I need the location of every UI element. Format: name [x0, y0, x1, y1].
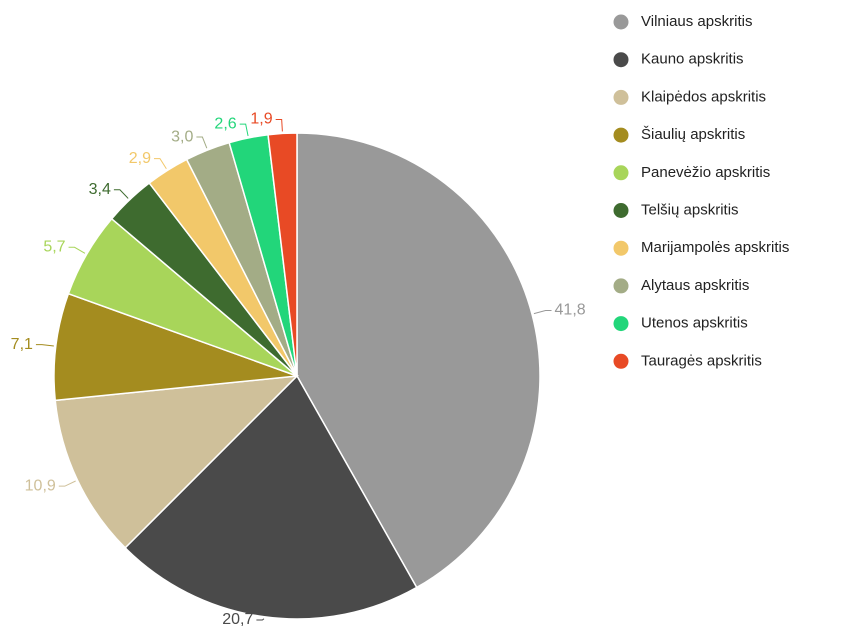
data-label: 2,9: [129, 150, 151, 167]
pie-slice: [124, 374, 418, 620]
data-label: 3,4: [89, 181, 111, 198]
data-label: 10,9: [25, 477, 56, 494]
legend-label: Alytaus apskritis: [641, 277, 749, 294]
leader-line: [113, 189, 129, 199]
legend-label: Klaipėdos apskritis: [641, 88, 766, 105]
data-label: 1,9: [250, 111, 272, 128]
legend-marker: [613, 52, 629, 68]
pie-slice: [53, 292, 298, 402]
legend-marker: [613, 353, 629, 369]
data-label: 3,0: [171, 128, 193, 145]
legend-label: Panevėžio apskritis: [641, 164, 770, 181]
legend-marker: [613, 14, 629, 30]
legend-label: Utenos apskritis: [641, 315, 748, 332]
pie-slice: [267, 132, 298, 377]
legend-label: Vilniaus apskritis: [641, 13, 752, 30]
data-label: 20,7: [222, 611, 253, 628]
legend-marker: [613, 89, 629, 105]
data-label: 2,6: [214, 115, 236, 132]
data-label: 41,8: [555, 302, 586, 319]
leader-line: [275, 118, 283, 132]
legend-marker: [613, 203, 629, 218]
pie-slice: [296, 132, 541, 589]
leader-line: [533, 310, 552, 315]
legend-marker: [613, 278, 629, 294]
pie-slice: [54, 375, 300, 549]
legend-label: Marijampolės apskritis: [641, 239, 789, 256]
legend-marker: [613, 240, 629, 256]
leader-line: [68, 246, 86, 254]
legend-label: Telšių apskritis: [641, 201, 739, 218]
leader-line: [196, 136, 208, 149]
legend-marker: [613, 316, 629, 332]
legend-marker: [613, 127, 629, 143]
leader-line: [153, 158, 167, 169]
leader-line: [35, 344, 54, 347]
data-label: 5,7: [43, 238, 65, 255]
leader-line: [239, 123, 249, 137]
legend-label: Tauragės apskritis: [641, 352, 762, 369]
leader-line: [256, 618, 265, 621]
legend-label: Šiaulių apskritis: [641, 126, 745, 143]
legend-marker: [613, 165, 629, 181]
leader-line: [58, 480, 76, 487]
legend-label: Kauno apskritis: [641, 51, 744, 68]
data-label: 7,1: [11, 336, 33, 353]
